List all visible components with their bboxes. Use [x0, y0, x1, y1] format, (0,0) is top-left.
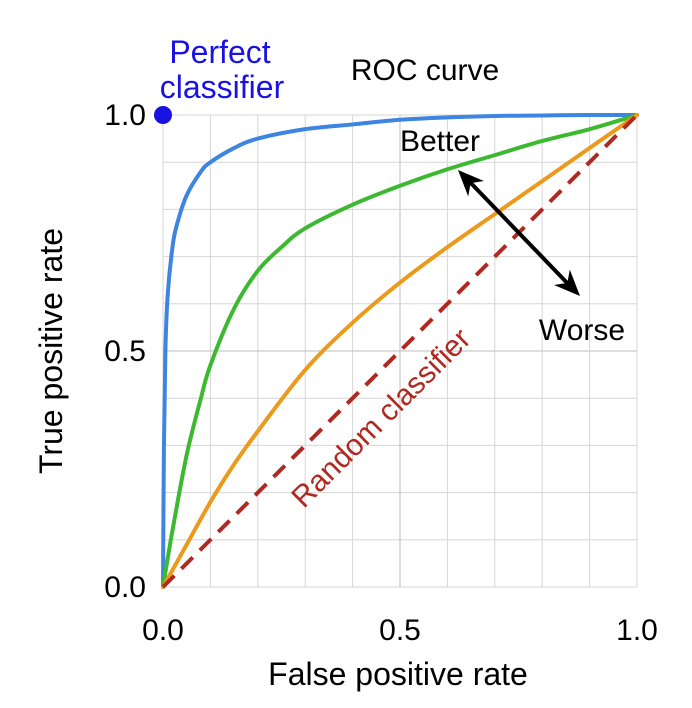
worse-label: Worse	[539, 314, 625, 347]
x-tick-label: 1.0	[616, 614, 658, 647]
y-tick-label: 1.0	[104, 99, 146, 132]
perfect-classifier-label-line1: Perfect	[169, 34, 270, 70]
x-axis-label: False positive rate	[268, 656, 528, 692]
x-tick-label: 0.0	[142, 614, 184, 647]
series-layer	[154, 106, 639, 589]
roc-curve-0	[161, 112, 639, 589]
perfect-classifier-point	[154, 106, 172, 124]
x-tick-label: 0.5	[379, 614, 421, 647]
y-tick-label: 0.5	[104, 335, 146, 368]
random-classifier-line	[161, 113, 639, 589]
arrow-head-worse	[554, 269, 580, 296]
y-axis-label: True positive rate	[33, 228, 69, 474]
better-label: Better	[400, 125, 480, 158]
roc-curve-1	[161, 113, 639, 589]
chart-title: ROC curve	[351, 54, 499, 87]
perfect-classifier-label-line2: classifier	[160, 69, 285, 105]
roc-curve-2	[161, 113, 639, 589]
arrow-layer	[458, 170, 580, 296]
y-tick-label: 0.0	[104, 571, 146, 604]
arrow-shaft	[464, 176, 574, 290]
axes: 0.0 0.5 1.0 0.0 0.5 1.0 False positive rate Tru…	[33, 54, 658, 692]
arrow-head-better	[458, 170, 484, 197]
